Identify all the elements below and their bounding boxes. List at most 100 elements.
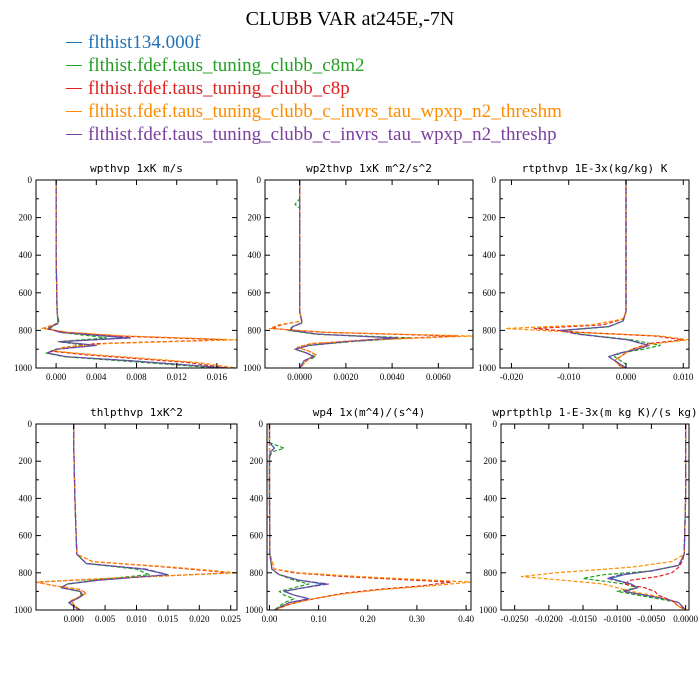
x-tick-label: -0.0050	[638, 614, 666, 624]
x-tick-label: 0.012	[167, 372, 187, 382]
x-tick-label: 0.008	[126, 372, 147, 382]
series-line	[505, 180, 689, 368]
y-tick-label: 400	[250, 493, 264, 503]
legend-label: flthist.fdef.taus_tuning_clubb_c_invrs_t…	[88, 100, 562, 122]
x-tick-label: 0.40	[458, 614, 474, 624]
x-tick-label: -0.0200	[535, 614, 563, 624]
y-tick-label: 400	[484, 493, 498, 503]
legend-label: flthist.fdef.taus_tuning_clubb_c8m2	[88, 54, 365, 76]
y-tick-label: 0	[493, 419, 498, 429]
series-line	[287, 180, 412, 368]
y-tick-label: 800	[250, 568, 264, 578]
y-tick-label: 0	[492, 175, 497, 185]
series-line	[41, 180, 237, 368]
y-tick-label: 200	[248, 213, 262, 223]
y-tick-label: 1000	[478, 363, 497, 373]
series-line	[623, 424, 687, 610]
legend-swatch	[66, 111, 82, 112]
series-line	[268, 424, 310, 610]
series-line	[46, 180, 228, 368]
x-tick-label: 0.0000	[287, 372, 312, 382]
x-tick-label: 0.015	[158, 614, 179, 624]
x-tick-label: -0.010	[557, 372, 581, 382]
x-tick-label: 0.005	[95, 614, 116, 624]
y-tick-label: 0	[259, 419, 264, 429]
series-line	[43, 180, 228, 368]
x-tick-label: 0.0060	[426, 372, 451, 382]
y-tick-label: 600	[250, 531, 264, 541]
y-tick-label: 800	[484, 568, 498, 578]
panel-title: wprtpthlp 1-E-3x(m kg K)/(s kg)	[492, 406, 697, 419]
legend-label: flthist.fdef.taus_tuning_clubb_c_invrs_t…	[88, 123, 557, 145]
x-tick-label: 0.10	[311, 614, 327, 624]
series-line	[562, 180, 662, 368]
series-line	[60, 424, 169, 610]
y-tick-label: 200	[19, 456, 33, 466]
y-tick-label: 400	[483, 250, 497, 260]
series-line	[36, 424, 232, 610]
x-tick-label: -0.0250	[501, 614, 529, 624]
series-line	[45, 180, 217, 368]
panel-title: thlpthvp 1xK^2	[90, 406, 183, 419]
series-line	[606, 424, 687, 610]
series-group	[36, 424, 237, 610]
legend-swatch	[66, 134, 82, 135]
y-tick-label: 0	[28, 419, 33, 429]
x-tick-label: 0.00	[262, 614, 278, 624]
legend-item: flthist.fdef.taus_tuning_clubb_c_invrs_t…	[66, 100, 562, 123]
x-tick-label: 0.010	[673, 372, 694, 382]
x-tick-label: 0.025	[221, 614, 242, 624]
panel-title: rtpthvp 1E-3x(kg/kg) K	[522, 162, 668, 175]
y-tick-label: 1000	[479, 605, 498, 615]
chart-panel: wprtpthlp 1-E-3x(m kg K)/(s kg)0 200 400 60…	[479, 406, 698, 624]
series-group	[41, 180, 237, 368]
series-line	[60, 424, 169, 610]
series-line	[268, 424, 452, 610]
series-line	[268, 424, 329, 610]
legend-item: flthist.fdef.taus_tuning_clubb_c8m2	[66, 54, 562, 77]
series-line	[289, 180, 398, 368]
series-line	[582, 424, 687, 610]
plot-frame	[35, 423, 238, 611]
panel-title: wpthvp 1xK m/s	[90, 162, 183, 175]
series-group	[520, 424, 687, 610]
legend: flthist134.000f flthist.fdef.taus_tuning_…	[66, 31, 562, 146]
y-tick-label: 800	[19, 325, 33, 335]
y-tick-label: 200	[19, 213, 33, 223]
x-tick-label: 0.0020	[334, 372, 359, 382]
series-group	[268, 424, 471, 610]
x-tick-label: 0.004	[86, 372, 107, 382]
series-line	[559, 180, 650, 368]
panel-title: wp4 1x(m^4)/(s^4)	[313, 406, 426, 419]
series-line	[269, 180, 473, 368]
y-tick-label: 600	[484, 531, 498, 541]
y-tick-label: 1000	[14, 605, 33, 615]
page-title: CLUBB VAR at245E,-7N	[245, 8, 455, 30]
x-tick-label: 0.000	[616, 372, 637, 382]
series-line	[46, 180, 228, 368]
legend-swatch	[66, 88, 82, 89]
y-tick-label: 400	[248, 250, 262, 260]
x-tick-label: -0.0100	[603, 614, 631, 624]
legend-swatch	[66, 42, 82, 43]
series-line	[520, 424, 687, 610]
series-line	[609, 424, 687, 610]
y-tick-label: 1000	[245, 605, 264, 615]
legend-item: flthist.fdef.taus_tuning_clubb_c8p	[66, 77, 562, 100]
y-tick-label: 1000	[14, 363, 33, 373]
y-tick-label: 0	[257, 175, 262, 185]
y-tick-label: 600	[19, 531, 33, 541]
y-tick-label: 200	[250, 456, 264, 466]
x-tick-label: -0.0150	[569, 614, 597, 624]
chart-panel: wpthvp 1xK m/s 0 200 400 600 800 1000 0.000 0.00…	[14, 162, 238, 382]
x-tick-label: 0.010	[126, 614, 147, 624]
legend-label: flthist134.000f	[88, 31, 201, 53]
x-tick-label: 0.30	[409, 614, 425, 624]
legend-swatch	[66, 65, 82, 66]
y-tick-label: 200	[483, 213, 497, 223]
plot-frame	[500, 423, 690, 611]
x-tick-label: 0.20	[360, 614, 376, 624]
legend-label: flthist.fdef.taus_tuning_clubb_c8p	[88, 77, 350, 99]
y-tick-label: 600	[19, 288, 33, 298]
